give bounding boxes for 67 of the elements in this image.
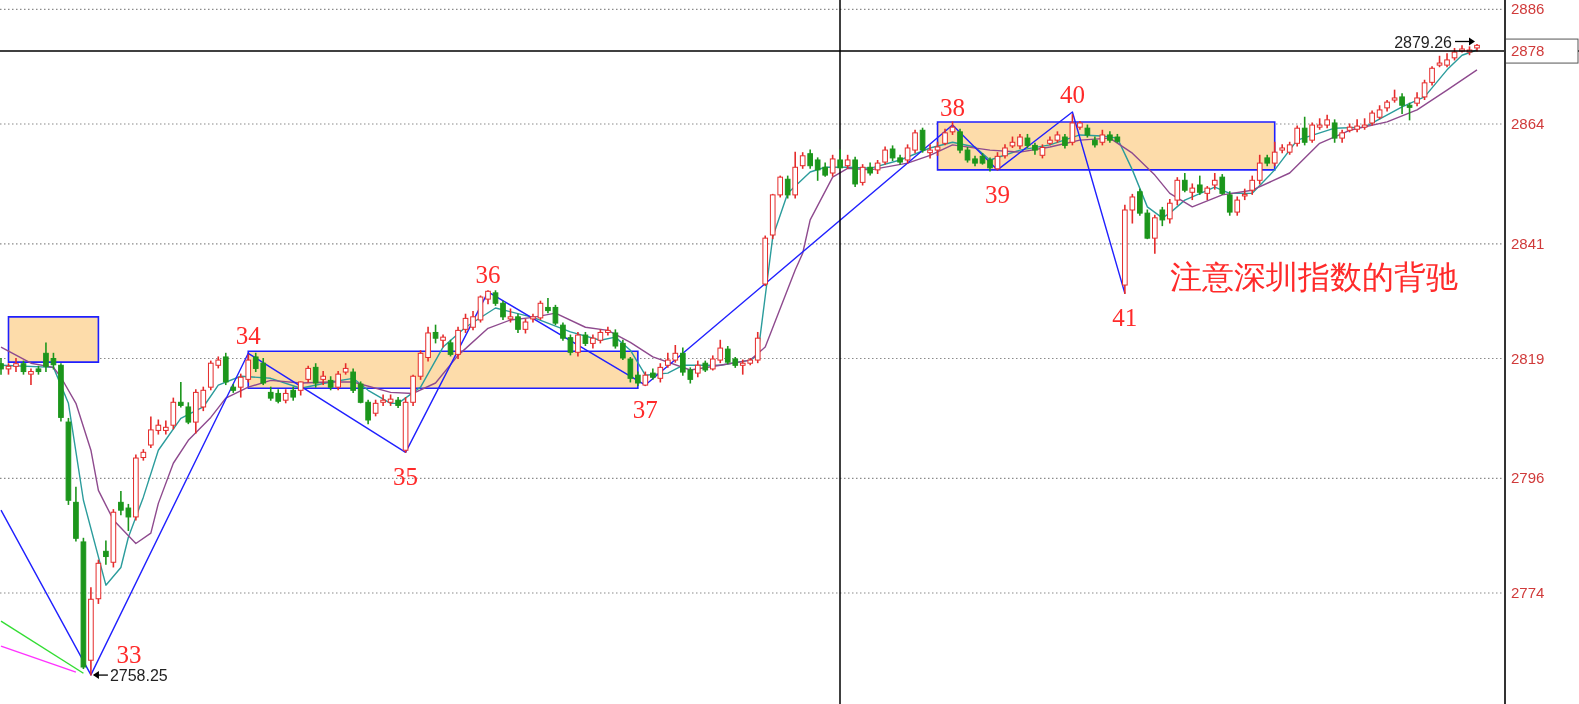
candlestick bbox=[1159, 206, 1166, 227]
candlestick bbox=[103, 539, 109, 566]
candlestick bbox=[852, 156, 858, 188]
candlestick bbox=[612, 328, 619, 350]
y-tick-label: 2841 bbox=[1511, 234, 1545, 252]
candlestick bbox=[477, 294, 484, 324]
annotation: 34 bbox=[235, 322, 262, 350]
candlestick bbox=[919, 126, 926, 154]
y-tick-label: 2886 bbox=[1511, 0, 1545, 18]
candlestick bbox=[1256, 153, 1263, 186]
y-tick-label: 2819 bbox=[1511, 349, 1545, 367]
candlestick bbox=[320, 370, 326, 386]
annotation: 38 bbox=[940, 94, 966, 122]
candlestick bbox=[1234, 195, 1241, 217]
candlestick bbox=[335, 370, 341, 392]
candlestick bbox=[28, 367, 34, 386]
candlestick bbox=[1069, 113, 1076, 147]
candlestick bbox=[657, 362, 664, 384]
annotation: 41 bbox=[1112, 304, 1138, 332]
candlestick bbox=[1399, 92, 1405, 115]
candlestick bbox=[1174, 176, 1181, 207]
candlestick bbox=[1271, 140, 1278, 168]
candlestick bbox=[1249, 174, 1256, 196]
annotation: 33 bbox=[116, 641, 142, 669]
candlestick bbox=[1301, 115, 1308, 147]
annotation: 36 bbox=[475, 260, 501, 288]
candlestick bbox=[163, 419, 169, 436]
candlestick bbox=[455, 325, 461, 360]
candlestick bbox=[515, 312, 521, 334]
candlestick bbox=[927, 143, 933, 160]
candlestick bbox=[1226, 190, 1233, 217]
annotation: 2879.26 bbox=[1394, 33, 1453, 51]
candlestick bbox=[957, 127, 963, 154]
candlestick bbox=[500, 299, 506, 321]
candlestick bbox=[350, 367, 356, 394]
candlestick bbox=[1166, 198, 1173, 225]
annotation: 40 bbox=[1059, 81, 1085, 109]
candlestick bbox=[859, 163, 866, 187]
candlestick bbox=[754, 331, 761, 364]
annotation: 注意深圳指数的背驰 bbox=[1170, 258, 1458, 296]
y-tick-label: 2864 bbox=[1511, 115, 1545, 133]
candlestick bbox=[1309, 121, 1315, 144]
ref-line-label: 2878 bbox=[1511, 42, 1545, 60]
y-tick-label: 2796 bbox=[1511, 469, 1545, 487]
candlestick bbox=[1294, 124, 1301, 148]
candlestick bbox=[1196, 174, 1203, 196]
y-tick-label: 2774 bbox=[1511, 584, 1545, 602]
candlestick bbox=[784, 174, 791, 200]
candlestick bbox=[380, 393, 386, 407]
candlestick bbox=[1219, 173, 1226, 196]
candlestick bbox=[432, 323, 439, 345]
candlestick bbox=[1152, 213, 1158, 255]
candlestick bbox=[829, 153, 836, 178]
candlestick bbox=[575, 331, 581, 358]
candlestick bbox=[312, 362, 319, 389]
candlestick bbox=[185, 401, 192, 425]
candlestick bbox=[178, 381, 184, 409]
candlestick bbox=[1331, 118, 1338, 144]
candlestick bbox=[807, 148, 813, 170]
annotation: 2758.25 bbox=[109, 667, 168, 685]
candlestick bbox=[837, 148, 843, 171]
annotation: 39 bbox=[984, 180, 1010, 208]
candlestick bbox=[170, 396, 177, 431]
candlestick bbox=[1181, 172, 1188, 194]
candlestick bbox=[13, 357, 19, 373]
annotation: 37 bbox=[632, 396, 658, 424]
annotation: 35 bbox=[393, 463, 419, 491]
